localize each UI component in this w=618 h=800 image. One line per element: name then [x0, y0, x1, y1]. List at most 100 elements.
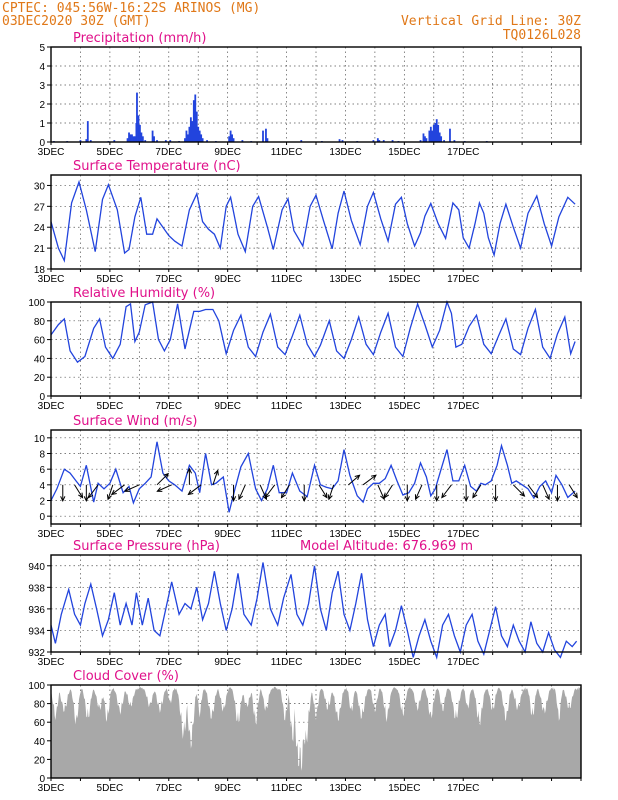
cloud-panel: 0 20 40 60 80 100 3DEC 5DEC 7DEC 9DEC 11DEC 13DEC 15…	[28, 669, 582, 794]
precip-bar	[391, 140, 394, 142]
wind-wind-arrowhead	[322, 492, 328, 499]
wind-wind-arrowhead	[230, 496, 237, 502]
wind-wind-arrow	[111, 484, 125, 495]
pressure-xtick-label: 13DEC	[329, 657, 361, 668]
wind-xtick-label: 5DEC	[97, 529, 124, 540]
humidity-xtick-label: 11DEC	[271, 401, 303, 412]
pressure-xtick-label: 3DEC	[38, 657, 65, 668]
wind-wind-arrowhead	[238, 494, 244, 501]
precip-bar	[200, 134, 203, 142]
humidity-ytick-label: 20	[34, 373, 46, 384]
pressure-ytick-label: 932	[28, 648, 45, 659]
precip-bar	[89, 140, 92, 142]
precip-xtick-label: 17DEC	[447, 147, 479, 158]
precip-bar	[144, 140, 147, 142]
pressure-panel: 932 934 936 938 940 3DEC 5DEC 7DEC 9DEC 11DEC 13DE…	[28, 539, 582, 668]
wind-wind-arrow	[264, 484, 276, 498]
precip-bar	[151, 130, 154, 142]
wind-xtick-label: 15DEC	[388, 529, 420, 540]
temp-ytick-label: 27	[34, 202, 46, 213]
wind-wind-arrow	[328, 484, 335, 500]
pressure-ytick-label: 938	[28, 583, 45, 594]
precip-bar	[372, 140, 375, 142]
humidity-ytick-label: 80	[34, 317, 46, 328]
precip-bar	[156, 140, 158, 142]
humidity-xtick-label: 17DEC	[447, 401, 479, 412]
precip-bar	[425, 138, 428, 142]
wind-wind-arrowhead	[78, 492, 84, 499]
wind-wind-arrow	[88, 484, 99, 498]
wind-wind-arrowhead	[163, 472, 170, 479]
pressure-ytick-label: 940	[28, 562, 45, 573]
precip-bar	[440, 136, 443, 142]
precip-bar	[129, 134, 132, 142]
temp-panel: 18 21 24 27 30 3DEC 5DEC 7DEC 9DEC 11DEC 13DEC 15DE…	[34, 159, 582, 285]
cloud-xtick-label: 7DEC	[155, 783, 182, 794]
precip-bar	[140, 132, 143, 142]
precip-bar	[228, 136, 231, 142]
humidity-panel: 0 20 40 60 80 100 3DEC 5DEC 7DEC 9DEC 11DEC 13DEC 15…	[28, 286, 582, 412]
precip-bar	[341, 140, 344, 142]
precip-bar	[128, 132, 130, 142]
precip-bar	[434, 123, 437, 142]
temp-xtick-label: 5DEC	[97, 274, 124, 285]
wind-wind-arrow	[415, 484, 423, 500]
cloud-xtick-label: 11DEC	[271, 783, 303, 794]
wind-wind-arrow	[124, 484, 140, 492]
humidity-xtick-label: 13DEC	[329, 401, 361, 412]
temp-xtick-label: 7DEC	[155, 274, 182, 285]
header-model: TQ0126L028	[503, 28, 581, 43]
precip-ytick-label: 2	[39, 100, 45, 111]
precip-bar	[79, 140, 82, 142]
precip-ytick-label: 5	[39, 43, 45, 54]
wind-wind-arrowhead	[83, 496, 89, 502]
precip-xtick-label: 5DEC	[97, 147, 124, 158]
precip-bar	[188, 126, 191, 142]
temp-xtick-label: 11DEC	[271, 274, 303, 285]
precip-bar	[300, 140, 303, 142]
wind-wind-arrowhead	[544, 494, 550, 501]
precip-bar	[437, 124, 440, 142]
humidity-ytick-label: 60	[34, 336, 46, 347]
wind-wind-arrow	[318, 484, 328, 498]
cloud-xtick-label: 17DEC	[447, 783, 479, 794]
wind-wind-arrowhead	[186, 467, 193, 474]
precip-bar	[189, 117, 192, 142]
wind-wind-arrow	[107, 484, 114, 500]
wind-panel-title: Surface Wind (m/s)	[73, 414, 197, 429]
wind-ytick-label: 10	[34, 434, 46, 445]
precip-ytick-label: 1	[39, 119, 45, 130]
humidity-ytick-label: 100	[28, 298, 45, 309]
precip-bar	[194, 94, 197, 142]
wind-xtick-label: 17DEC	[447, 529, 479, 540]
precip-bar	[229, 130, 232, 142]
precip-xtick-label: 9DEC	[214, 147, 241, 158]
precip-bar	[438, 132, 441, 142]
precip-bar	[85, 139, 88, 142]
cloud-ytick-label: 20	[34, 755, 46, 766]
wind-ytick-label: 6	[39, 465, 45, 476]
header-grid-line: Vertical Grid Line: 30Z	[401, 14, 581, 29]
pressure-xtick-label: 15DEC	[388, 657, 420, 668]
wind-wind-arrowhead	[106, 494, 112, 501]
cloud-ytick-label: 100	[28, 681, 45, 692]
wind-ytick-label: 2	[39, 497, 45, 508]
precip-bar	[139, 124, 141, 142]
precip-bar	[86, 121, 89, 142]
precip-bar	[134, 136, 136, 142]
humidity-xtick-label: 3DEC	[38, 401, 65, 412]
temp-xtick-label: 15DEC	[388, 274, 420, 285]
precip-bar	[201, 138, 204, 142]
precip-bar	[241, 140, 244, 142]
wind-wind-arrowhead	[572, 492, 578, 499]
wind-xtick-label: 9DEC	[214, 529, 241, 540]
precip-bar	[185, 130, 188, 142]
precip-bar	[431, 130, 434, 142]
precip-panel-title: Precipitation (mm/h)	[73, 31, 206, 46]
wind-wind-arrowhead	[213, 469, 219, 476]
pressure-xtick-label: 5DEC	[97, 657, 124, 668]
wind-wind-arrowhead	[492, 496, 499, 502]
wind-wind-arrowhead	[327, 494, 333, 501]
temp-xtick-label: 17DEC	[447, 274, 479, 285]
